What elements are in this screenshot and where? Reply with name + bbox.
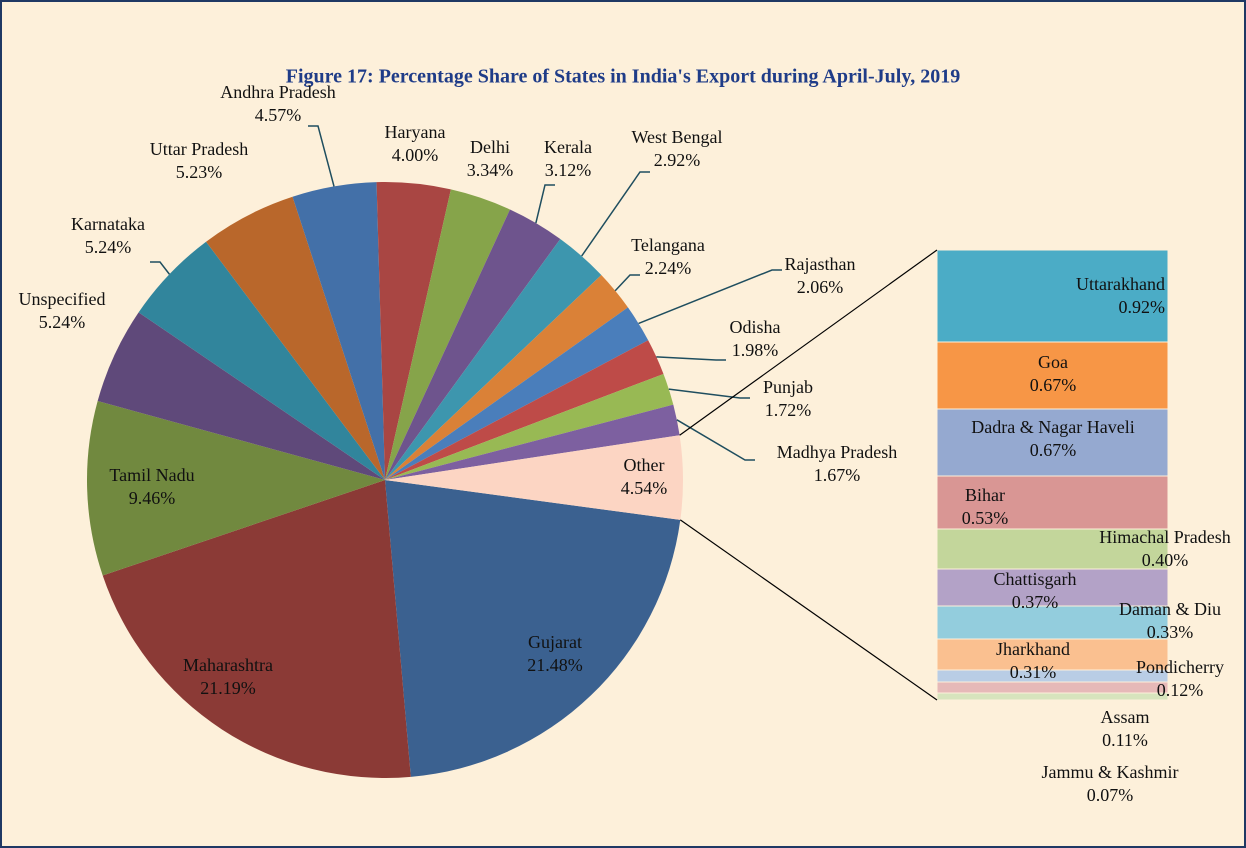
slice-label: Rajasthan: [785, 254, 856, 274]
leader-line: [308, 125, 335, 187]
bar-label: Daman & Diu: [1119, 599, 1221, 619]
bar-value: 0.37%: [1012, 592, 1059, 612]
pie-slice: [385, 340, 664, 480]
slice-value: 21.48%: [527, 655, 583, 675]
bar-value: 0.67%: [1030, 375, 1077, 395]
leader-line: [676, 419, 755, 461]
pie-slice: [385, 435, 683, 520]
bar-segment: [936, 568, 1169, 607]
leader-line: [581, 171, 650, 257]
leader-line: [150, 261, 171, 275]
bar-label: Himachal Pradesh: [1099, 527, 1230, 547]
pie-slice: [385, 373, 674, 480]
slice-value: 9.46%: [129, 488, 176, 508]
bar-segment: [936, 692, 1169, 701]
bar-label: Assam: [1101, 707, 1150, 727]
slice-label: Andhra Pradesh: [220, 82, 335, 102]
slice-label: Gujarat: [528, 632, 582, 652]
pie-slice: [385, 239, 602, 480]
slice-label: Uttar Pradesh: [150, 139, 248, 159]
bar-segment: [936, 681, 1169, 694]
slice-label: Odisha: [730, 317, 781, 337]
leader-line: [638, 269, 782, 325]
slice-label: Unspecified: [19, 289, 106, 309]
bar-value: 0.07%: [1087, 785, 1134, 805]
pie-slice: [376, 182, 451, 480]
slice-value: 1.67%: [814, 465, 861, 485]
slice-label: Madhya Pradesh: [777, 442, 897, 462]
pie-slice: [385, 307, 649, 480]
bar-label: Jharkhand: [996, 639, 1070, 659]
slice-label: Telangana: [631, 235, 705, 255]
slice-label: West Bengal: [631, 127, 722, 147]
bar-value: 0.11%: [1102, 730, 1148, 750]
pie-slice: [385, 480, 681, 777]
bar-segment: [936, 408, 1169, 477]
slice-value: 1.72%: [765, 400, 812, 420]
bar-value: 0.53%: [962, 508, 1009, 528]
slice-value: 5.23%: [176, 162, 223, 182]
pie-slice: [102, 480, 411, 778]
bar-label: Jammu & Kashmir: [1042, 762, 1179, 782]
slice-label: Karnataka: [71, 214, 145, 234]
bar-segment: [936, 638, 1169, 671]
slice-label: Maharashtra: [183, 655, 273, 675]
slice-value: 4.57%: [255, 105, 302, 125]
bar-segment: [936, 341, 1169, 410]
slice-label: Kerala: [544, 137, 592, 157]
slice-value: 3.34%: [467, 160, 514, 180]
leader-line: [535, 184, 555, 224]
bar-segment: [936, 475, 1169, 530]
slice-value: 4.54%: [621, 478, 668, 498]
bar-label: Pondicherry: [1136, 657, 1224, 677]
pie-slice: [86, 401, 385, 576]
slice-value: 1.98%: [732, 340, 779, 360]
pie-slice: [385, 404, 680, 480]
bar-value: 0.92%: [1119, 297, 1166, 317]
bar-segment: [936, 528, 1169, 570]
bar-value: 0.67%: [1030, 440, 1077, 460]
slice-label: Delhi: [470, 137, 510, 157]
slice-label: Tamil Nadu: [109, 465, 194, 485]
bar-label: Bihar: [965, 485, 1005, 505]
leader-line: [656, 356, 726, 361]
slice-value: 5.24%: [85, 237, 132, 257]
slice-value: 2.24%: [645, 258, 692, 278]
bar-label: Uttarakhand: [1076, 274, 1165, 294]
chart-title: Figure 17: Percentage Share of States in…: [286, 66, 960, 88]
bar-value: 0.40%: [1142, 550, 1189, 570]
pie-slice: [292, 182, 385, 480]
pie-slice: [385, 189, 510, 480]
bar-segment: [936, 249, 1169, 343]
leader-line: [668, 388, 750, 399]
bar-segment: [936, 605, 1169, 640]
bar-label: Goa: [1038, 352, 1068, 372]
slice-value: 2.06%: [797, 277, 844, 297]
bar-value: 0.12%: [1157, 680, 1204, 700]
slice-value: 4.00%: [392, 145, 439, 165]
leader-line: [614, 274, 640, 292]
pie-slice: [385, 209, 561, 481]
bar-label: Chattisgarh: [994, 569, 1077, 589]
slice-value: 21.19%: [200, 678, 256, 698]
slice-label: Haryana: [385, 122, 446, 142]
pie-slice: [206, 196, 385, 480]
slice-label: Punjab: [763, 377, 813, 397]
pie-slice: [97, 312, 385, 480]
pie-slice: [138, 241, 385, 480]
connector-line: [679, 249, 938, 436]
slice-value: 3.12%: [545, 160, 592, 180]
bar-value: 0.31%: [1010, 662, 1057, 682]
bar-value: 0.33%: [1147, 622, 1194, 642]
pie-slice: [385, 275, 628, 480]
connector-line: [679, 519, 938, 701]
slice-value: 5.24%: [39, 312, 86, 332]
bar-label: Dadra & Nagar Haveli: [971, 417, 1134, 437]
slice-label: Other: [624, 455, 665, 475]
slice-value: 2.92%: [654, 150, 701, 170]
